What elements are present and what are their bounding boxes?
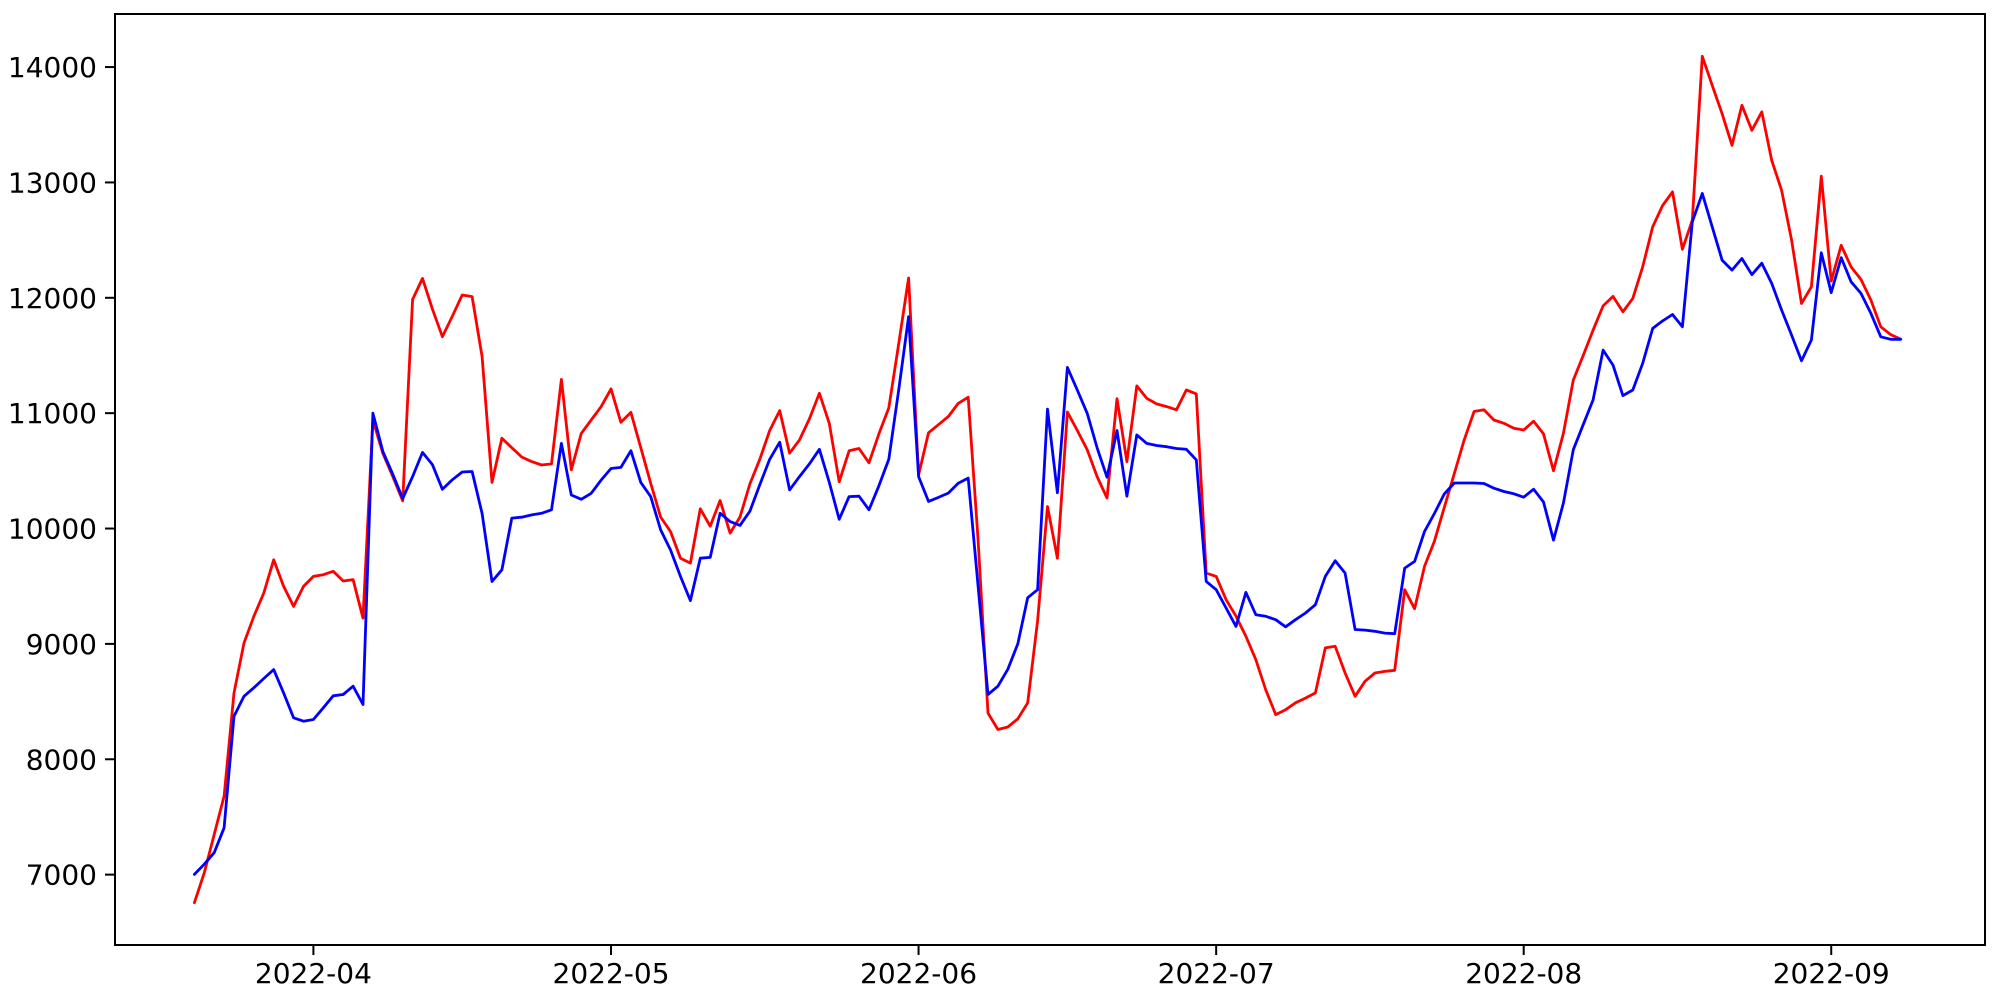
series-blue-line: [192, 192, 1903, 876]
x-axis-tick-label: 2022-09: [1773, 957, 1890, 990]
x-axis-tick-label: 2022-08: [1465, 957, 1582, 990]
series-lines: [192, 54, 1903, 905]
y-axis-tick-label: 9000: [26, 628, 97, 661]
y-axis-tick-label: 11000: [8, 397, 97, 430]
y-axis-tick-label: 13000: [8, 166, 97, 199]
y-axis-tick-label: 12000: [8, 282, 97, 315]
axes-group: 7000 8000 9000 10000 11000 12000 13000 14000 202…: [8, 13, 1986, 990]
y-axis-tick-label: 14000: [8, 51, 97, 84]
y-axis-tick-label: 7000: [26, 859, 97, 892]
plot-area-frame: [114, 13, 1986, 946]
x-axis-tick-label: 2022-05: [553, 957, 670, 990]
x-axis-tick-label: 2022-07: [1158, 957, 1275, 990]
x-axis-tick-label: 2022-04: [255, 957, 372, 990]
series-red-line: [192, 54, 1903, 905]
x-axis-tick-label: 2022-06: [860, 957, 977, 990]
y-axis-tick-label: 8000: [26, 743, 97, 776]
y-axis-tick-label: 10000: [8, 513, 97, 546]
